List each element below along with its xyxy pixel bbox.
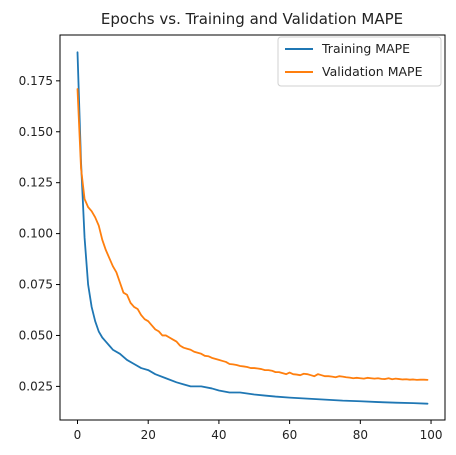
plot-area-frame — [59, 34, 446, 421]
legend-frame — [277, 36, 442, 87]
y-tick-label: 0.075 — [19, 278, 53, 292]
legend-label-training: Training MAPE — [321, 41, 410, 56]
series-line-validation — [76, 88, 429, 381]
y-axis-ticks: 0.025 0.050 0.075 0.100 0.125 0.150 0.175 — [19, 74, 60, 393]
y-tick-label: 0.050 — [19, 328, 53, 342]
x-tick-label: 20 — [141, 428, 156, 442]
x-axis-ticks: 0 20 40 60 80 100 — [74, 420, 443, 442]
chart-title: Epochs vs. Training and Validation MAPE — [101, 10, 403, 28]
y-tick-label: 0.025 — [19, 379, 53, 393]
series-line-training — [76, 51, 429, 405]
x-tick-label: 60 — [282, 428, 297, 442]
y-tick-label: 0.175 — [19, 74, 53, 88]
y-tick-label: 0.100 — [19, 227, 53, 241]
x-tick-label: 80 — [353, 428, 368, 442]
x-tick-label: 40 — [211, 428, 226, 442]
legend-label-validation: Validation MAPE — [322, 64, 423, 79]
legend: Training MAPE Validation MAPE — [277, 36, 442, 87]
x-tick-label: 100 — [420, 428, 443, 442]
y-tick-label: 0.150 — [19, 125, 53, 139]
y-tick-label: 0.125 — [19, 176, 53, 190]
x-tick-label: 0 — [74, 428, 82, 442]
